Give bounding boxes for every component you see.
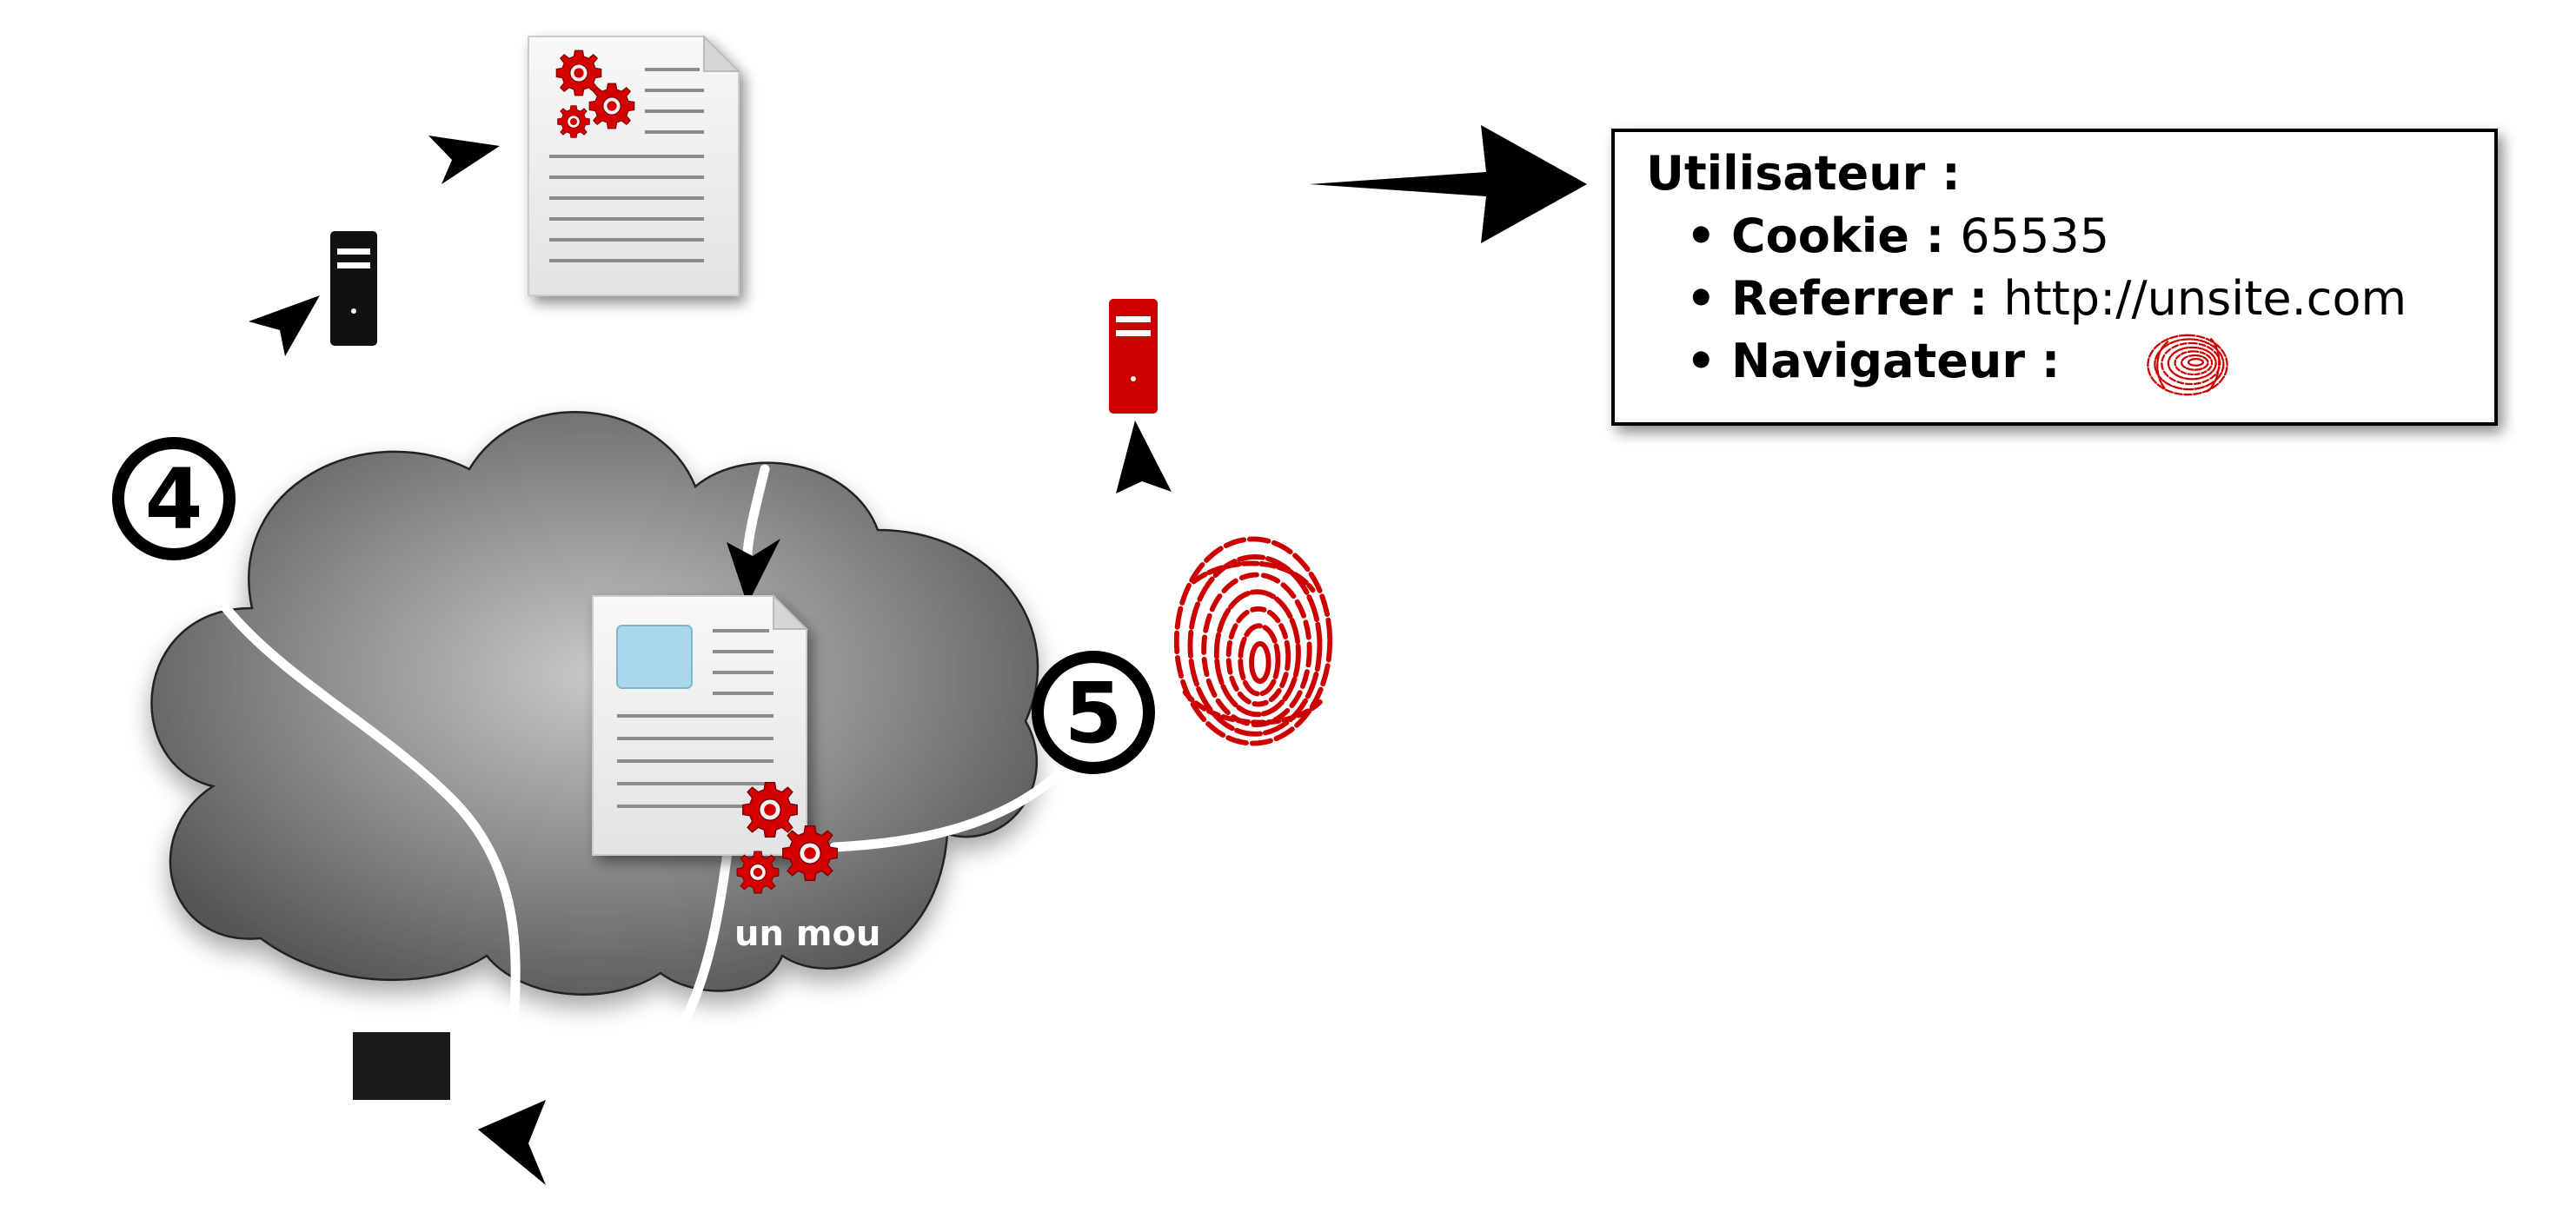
arrow-icon [1116,421,1172,493]
step-number-5: 5 [1065,665,1123,762]
connector-curves [186,464,1074,1039]
cookie-value: 65535 [1960,209,2109,263]
server-icon [330,231,377,346]
info-box: Utilisateur : • Cookie : 65535 • Referrer… [1611,129,2498,426]
step-marker-5: 5 [1032,651,1155,774]
referrer-label: Referrer : [1731,271,1988,326]
step-marker-4: 4 [112,437,236,560]
document-with-gears-icon [528,34,741,296]
step-number-4: 4 [145,451,203,548]
bullet: • [1686,271,1716,326]
bullet: • [1686,334,1716,388]
info-row-cookie: Cookie : 65535 [1731,209,2109,263]
arrow-icon [478,1100,546,1185]
black-box-icon [353,1032,450,1100]
info-row-referrer: Referrer : http://unsite.com [1731,271,2407,326]
info-row-navigateur: Navigateur : [1731,334,2060,388]
arrow-icon [428,136,500,184]
arrow-icon [1309,125,1587,243]
arrow-icon [727,539,780,605]
cookie-label: Cookie : [1731,209,1944,263]
red-server-icon [1109,299,1158,414]
cloud-caption: un mou [734,914,881,954]
navigateur-label: Navigateur : [1731,334,2060,388]
fingerprint-icon [1177,539,1330,743]
arrow-icon [249,295,320,356]
referrer-value: http://unsite.com [2003,271,2407,326]
info-box-title: Utilisateur : [1646,146,1961,201]
bullet: • [1686,209,1716,263]
